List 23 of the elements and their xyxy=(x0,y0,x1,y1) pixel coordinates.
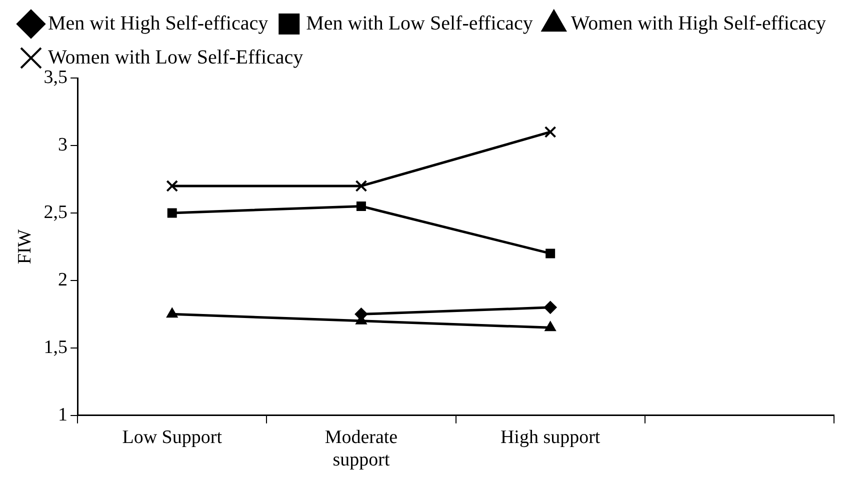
legend-label: Men with Low Self-efficacy xyxy=(306,12,533,34)
legend-label: Men wit High Self-efficacy xyxy=(48,12,268,34)
x-tick-label: High support xyxy=(500,426,601,448)
point xyxy=(166,180,178,192)
y-tick-label: 2 xyxy=(58,269,68,290)
point xyxy=(166,308,178,318)
point xyxy=(167,208,177,218)
point xyxy=(544,321,556,332)
point xyxy=(356,201,366,211)
legend-label: Women with High Self-efficacy xyxy=(570,12,826,34)
legend-label: Women with Low Self-Efficacy xyxy=(48,46,304,68)
point xyxy=(355,180,368,192)
point xyxy=(544,126,556,138)
x-tick-label: Low Support xyxy=(122,426,223,448)
point xyxy=(546,248,556,258)
y-tick-label: 1,5 xyxy=(44,336,68,358)
y-tick-label: 3,5 xyxy=(44,66,68,88)
y-tick-label: 3 xyxy=(58,134,68,156)
x-tick-label: Moderate support xyxy=(324,426,398,471)
y-tick-label: 1 xyxy=(58,404,68,426)
point xyxy=(544,300,557,314)
y-tick-label: 2,5 xyxy=(44,202,68,223)
y-axis-title: FIW xyxy=(14,229,36,264)
